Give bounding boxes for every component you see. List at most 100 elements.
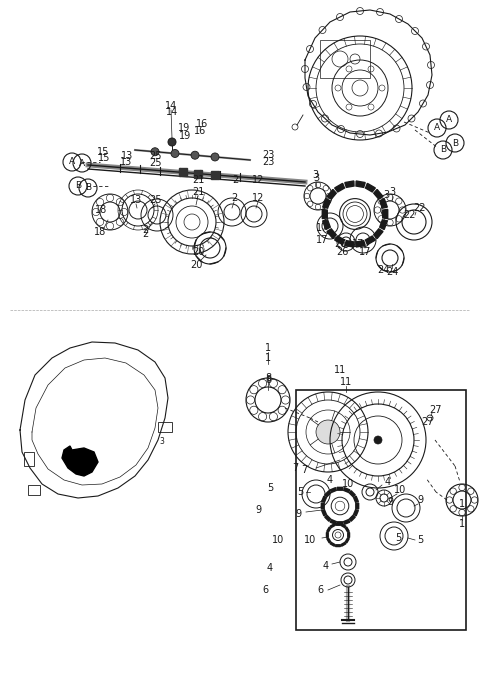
Bar [296, 390, 466, 630]
Text: 8: 8 [265, 375, 271, 385]
Polygon shape [365, 183, 375, 192]
Text: 6: 6 [317, 585, 323, 595]
Polygon shape [356, 181, 365, 187]
Text: 2: 2 [142, 225, 148, 235]
Text: 27: 27 [422, 417, 434, 427]
Text: 9: 9 [417, 495, 423, 505]
Polygon shape [335, 183, 345, 192]
Text: 18: 18 [94, 227, 106, 237]
Text: 21: 21 [192, 187, 204, 197]
Text: 4: 4 [327, 475, 333, 485]
Polygon shape [344, 488, 350, 493]
Text: 14: 14 [165, 101, 177, 111]
Polygon shape [346, 538, 349, 543]
Text: 19: 19 [179, 131, 191, 141]
Text: 10: 10 [304, 535, 316, 545]
Polygon shape [323, 198, 330, 208]
Text: A: A [69, 158, 75, 166]
Text: B: B [440, 146, 446, 154]
Polygon shape [337, 522, 343, 524]
Polygon shape [349, 491, 355, 497]
Polygon shape [325, 491, 331, 497]
Polygon shape [348, 532, 349, 537]
Text: 19: 19 [178, 123, 190, 133]
Text: 4: 4 [323, 561, 329, 571]
Circle shape [168, 138, 176, 146]
Text: 3: 3 [159, 437, 165, 446]
Text: 3: 3 [312, 170, 318, 180]
Text: 22: 22 [404, 210, 416, 220]
Polygon shape [374, 189, 383, 199]
Text: 1: 1 [265, 353, 271, 363]
Text: 2: 2 [231, 193, 237, 203]
Bar [179, 168, 187, 177]
Polygon shape [330, 524, 335, 528]
Polygon shape [356, 503, 359, 509]
Text: 4: 4 [385, 477, 391, 487]
Polygon shape [337, 487, 343, 490]
Text: 9: 9 [255, 505, 261, 515]
Text: 6: 6 [262, 585, 268, 595]
Polygon shape [345, 241, 354, 247]
Bar [320, 40, 370, 78]
Text: 3: 3 [383, 190, 389, 200]
Text: 25: 25 [150, 195, 162, 205]
Polygon shape [62, 446, 98, 476]
Circle shape [211, 153, 219, 161]
Text: 26: 26 [334, 239, 346, 249]
Text: 4: 4 [267, 563, 273, 573]
Polygon shape [327, 527, 331, 532]
Polygon shape [341, 524, 346, 528]
Text: 17: 17 [316, 223, 328, 233]
Circle shape [171, 150, 179, 158]
Text: 18: 18 [95, 205, 107, 215]
Polygon shape [374, 229, 383, 239]
Polygon shape [325, 516, 331, 521]
Circle shape [374, 436, 382, 444]
Text: 7: 7 [301, 465, 307, 475]
Bar [158, 422, 172, 432]
Text: 1: 1 [459, 519, 465, 529]
Text: 23: 23 [262, 157, 274, 167]
Text: 12: 12 [252, 193, 264, 203]
Text: 5: 5 [417, 535, 423, 545]
Polygon shape [344, 520, 350, 524]
Text: 15: 15 [97, 147, 109, 157]
Text: 11: 11 [334, 365, 346, 375]
Text: 13: 13 [121, 151, 133, 161]
Polygon shape [327, 538, 331, 543]
Polygon shape [336, 545, 340, 547]
Text: A: A [79, 158, 85, 168]
Bar [194, 170, 202, 178]
Text: 1: 1 [459, 499, 465, 509]
Text: 24: 24 [377, 265, 389, 275]
Text: 2: 2 [232, 175, 238, 185]
Text: 13: 13 [120, 157, 132, 167]
Bar [211, 171, 219, 179]
Polygon shape [322, 510, 326, 516]
Text: 16: 16 [194, 126, 206, 136]
Polygon shape [330, 520, 336, 524]
Polygon shape [383, 210, 388, 218]
Polygon shape [327, 229, 336, 239]
Text: 3: 3 [389, 187, 395, 197]
Text: 16: 16 [196, 119, 208, 129]
Circle shape [151, 148, 159, 156]
Text: 5: 5 [267, 483, 273, 493]
Polygon shape [335, 236, 345, 245]
Text: 27: 27 [429, 405, 441, 415]
Text: 8: 8 [265, 373, 271, 383]
Text: 24: 24 [386, 267, 398, 277]
Text: B: B [75, 181, 81, 191]
Text: 12: 12 [252, 175, 264, 185]
Polygon shape [322, 496, 326, 502]
Text: 10: 10 [272, 535, 284, 545]
Text: 10: 10 [394, 485, 406, 495]
Polygon shape [323, 220, 330, 230]
Text: 14: 14 [166, 107, 178, 117]
Polygon shape [380, 198, 387, 208]
Text: B: B [452, 138, 458, 148]
Polygon shape [365, 236, 375, 245]
Text: 17: 17 [352, 239, 364, 249]
Polygon shape [354, 510, 359, 516]
